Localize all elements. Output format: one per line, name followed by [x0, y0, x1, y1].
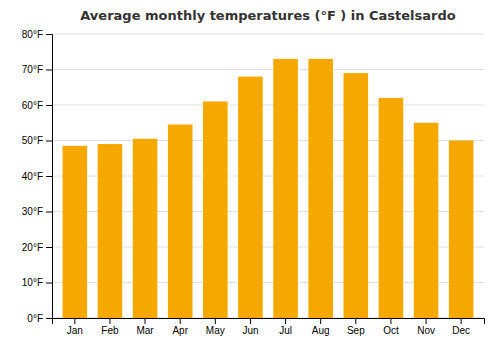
bar	[168, 125, 193, 318]
x-tick-label: May	[206, 325, 225, 336]
x-tick-mark	[215, 318, 216, 324]
y-tick: 60°F	[22, 100, 52, 111]
x-tick-label: Jan	[67, 325, 83, 336]
bar	[238, 77, 263, 318]
x-tick-mark	[355, 318, 356, 324]
x-tick: Feb	[101, 318, 119, 336]
x-tick: Jul	[279, 318, 292, 336]
bar	[379, 98, 404, 318]
x-tick-label: Jun	[242, 325, 258, 336]
y-tick-mark	[46, 283, 52, 284]
x-tick: Mar	[136, 318, 154, 336]
x-tick-label: Aug	[312, 325, 330, 336]
y-tick-label: 60°F	[22, 100, 43, 111]
y-tick: 70°F	[22, 64, 52, 75]
x-tick-mark	[109, 318, 110, 324]
bar	[308, 59, 333, 318]
x-tick-mark	[180, 318, 181, 324]
x-axis-line	[53, 319, 485, 325]
x-tick-label: Oct	[383, 325, 399, 336]
bar	[449, 141, 474, 319]
grid-line	[52, 69, 484, 70]
x-tick: Oct	[383, 318, 399, 336]
x-tick-mark	[461, 318, 462, 324]
x-tick-label: Jul	[279, 325, 292, 336]
y-tick-mark	[46, 247, 52, 248]
bar	[63, 146, 88, 318]
y-tick-mark	[46, 318, 52, 319]
y-tick-mark	[46, 105, 52, 106]
y-tick: 80°F	[22, 29, 52, 40]
y-tick-mark	[46, 176, 52, 177]
x-tick-mark	[74, 318, 75, 324]
y-tick-label: 30°F	[22, 206, 43, 217]
x-tick-label: Sep	[347, 325, 365, 336]
x-tick-mark	[426, 318, 427, 324]
x-tick-mark	[250, 318, 251, 324]
y-tick-label: 10°F	[22, 277, 43, 288]
y-tick: 20°F	[22, 242, 52, 253]
plot-area: 0°F 10°F 20°F 30°F 40°F 50°F 60°F 70°F 80°F Jan Fe…	[22, 29, 485, 336]
x-tick-label: Nov	[417, 325, 435, 336]
x-tick: Jan	[67, 318, 83, 336]
title: Average monthly temperatures (°F ) in Ca…	[80, 8, 456, 23]
y-tick-mark	[46, 141, 52, 142]
x-tick: May	[206, 318, 225, 336]
y-tick-label: 40°F	[22, 171, 43, 182]
x-tick: Dec	[452, 318, 470, 336]
y-axis: 0°F 10°F 20°F 30°F 40°F 50°F 60°F 70°F 80°F	[22, 29, 53, 324]
y-tick-label: 20°F	[22, 242, 43, 253]
x-tick-mark	[390, 318, 391, 324]
y-tick: 40°F	[22, 171, 52, 182]
chart-container: 0°F 10°F 20°F 30°F 40°F 50°F 60°F 70°F 80°F Jan Fe…	[0, 0, 500, 350]
x-tick: Aug	[312, 318, 330, 336]
grid-line	[52, 34, 484, 35]
x-tick: Jun	[242, 318, 258, 336]
x-tick-label: Mar	[136, 325, 154, 336]
x-tick: Apr	[172, 318, 188, 336]
x-tick-mark	[285, 318, 286, 324]
x-axis: Jan Feb Mar Apr May Jun Jul Aug Sep Oct Nov Dec	[53, 318, 485, 336]
bar	[203, 101, 228, 318]
bar	[273, 59, 298, 318]
y-axis-line	[46, 35, 53, 319]
y-tick-mark	[46, 212, 52, 213]
x-tick-label: Feb	[101, 325, 119, 336]
grid	[52, 34, 484, 318]
y-tick-label: 50°F	[22, 135, 43, 146]
x-tick: Nov	[417, 318, 435, 336]
y-tick-label: 80°F	[22, 29, 43, 40]
x-tick-label: Dec	[452, 325, 470, 336]
x-tick-mark	[320, 318, 321, 324]
y-tick: 0°F	[27, 313, 52, 324]
y-tick: 10°F	[22, 277, 52, 288]
bar	[98, 144, 123, 318]
y-tick: 50°F	[22, 135, 52, 146]
y-tick-label: 70°F	[22, 64, 43, 75]
bar	[414, 123, 439, 318]
y-tick-mark	[46, 34, 52, 35]
y-tick-mark	[46, 70, 52, 71]
x-tick-label: Apr	[172, 325, 188, 336]
x-tick-mark	[145, 318, 146, 324]
bar	[344, 73, 369, 318]
y-tick: 30°F	[22, 206, 52, 217]
bar	[133, 139, 158, 318]
grid-line	[52, 105, 484, 106]
y-tick-label: 0°F	[27, 313, 43, 324]
bars	[63, 59, 474, 318]
x-tick: Sep	[347, 318, 365, 336]
chart-svg: 0°F 10°F 20°F 30°F 40°F 50°F 60°F 70°F 80°F Jan Fe…	[0, 0, 500, 350]
